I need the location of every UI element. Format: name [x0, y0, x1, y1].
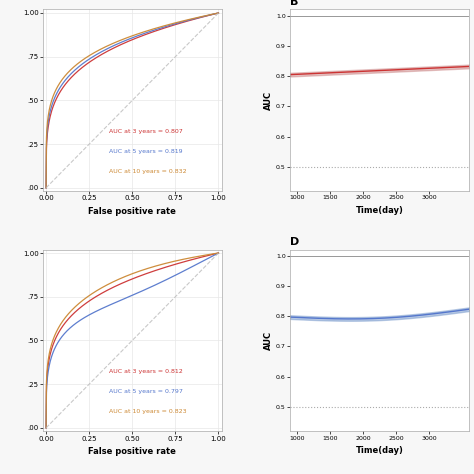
Text: AUC at 10 years = 0.823: AUC at 10 years = 0.823	[109, 409, 187, 414]
Text: AUC at 10 years = 0.832: AUC at 10 years = 0.832	[109, 169, 187, 174]
Text: B: B	[290, 0, 299, 7]
X-axis label: Time(day): Time(day)	[356, 206, 403, 215]
Text: AUC at 3 years = 0.807: AUC at 3 years = 0.807	[109, 129, 183, 134]
X-axis label: False positive rate: False positive rate	[88, 207, 176, 216]
Y-axis label: AUC: AUC	[264, 331, 273, 350]
Text: AUC at 5 years = 0.819: AUC at 5 years = 0.819	[109, 149, 182, 154]
X-axis label: Time(day): Time(day)	[356, 446, 403, 455]
Text: AUC at 5 years = 0.797: AUC at 5 years = 0.797	[109, 389, 183, 394]
Y-axis label: AUC: AUC	[264, 91, 273, 110]
X-axis label: False positive rate: False positive rate	[88, 447, 176, 456]
Text: AUC at 3 years = 0.812: AUC at 3 years = 0.812	[109, 369, 183, 374]
Text: D: D	[290, 237, 299, 247]
